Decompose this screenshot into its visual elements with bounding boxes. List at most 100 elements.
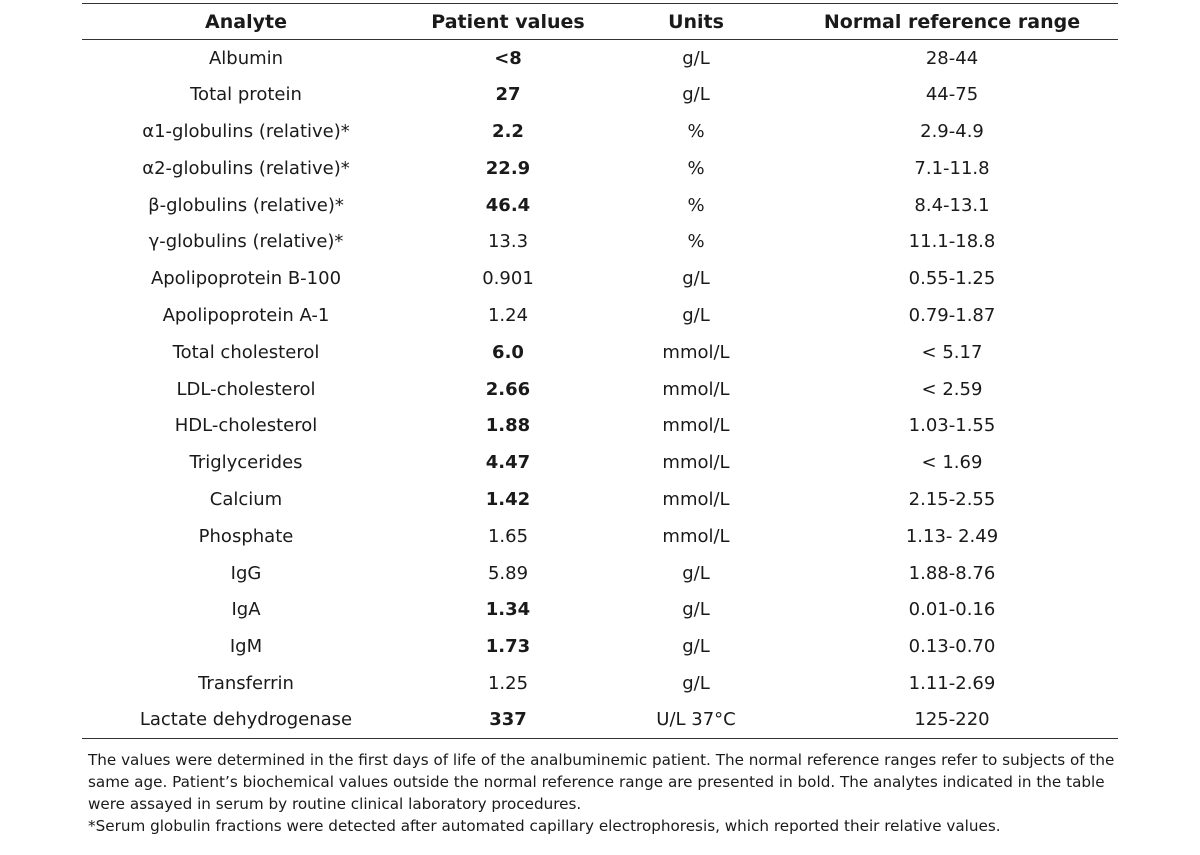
table-row: Triglycerides 4.47 mmol/L < 1.69 (82, 444, 1118, 481)
units-cell: U/L 37°C (606, 701, 786, 740)
units-cell: g/L (682, 562, 710, 584)
units-cell: g/L (682, 47, 710, 69)
units-cell: mmol/L (662, 341, 730, 363)
patient-value-cell: 46.4 (485, 194, 531, 216)
patient-value-cell: 6.0 (492, 341, 524, 363)
patient-value-cell: 13.3 (487, 231, 529, 253)
reference-range-cell: 1.88-8.76 (908, 562, 996, 584)
analyte-cell: Triglycerides (189, 452, 303, 474)
reference-range-cell: 1.13- 2.49 (905, 525, 999, 547)
patient-value-cell: 1.25 (487, 672, 529, 694)
patient-value-cell: 1.73 (485, 636, 531, 658)
analyte-cell: HDL-cholesterol (174, 415, 318, 437)
patient-value-cell: 22.9 (485, 157, 531, 179)
header-analyte: Analyte (82, 3, 410, 40)
patient-value-cell: 1.24 (487, 304, 529, 326)
analyte-cell: Transferrin (198, 672, 294, 694)
table-row: Calcium 1.42 mmol/L 2.15-2.55 (82, 481, 1118, 518)
table-row: Transferrin 1.25 g/L 1.11-2.69 (82, 665, 1118, 702)
lab-results-table: Analyte Patient values Units Normal refe… (82, 3, 1118, 740)
patient-value-cell: 337 (410, 701, 606, 740)
reference-range-cell: 28-44 (925, 47, 979, 69)
reference-range-cell: 8.4-13.1 (914, 194, 990, 216)
reference-range-cell: 44-75 (925, 84, 979, 106)
patient-value-cell: 1.42 (485, 488, 531, 510)
table-row: α2-globulins (relative)* 22.9% 7.1-11.8 (82, 150, 1118, 187)
reference-range-cell: 0.01-0.16 (908, 599, 996, 621)
table-row: Lactate dehydrogenase 337 U/L 37°C 125-220 (82, 701, 1118, 740)
header-units: Units (606, 3, 786, 40)
analyte-cell: Phosphate (198, 525, 294, 547)
units-cell: % (687, 194, 705, 216)
table-row: α1-globulins (relative)* 2.2% 2.9-4.9 (82, 113, 1118, 150)
analyte-cell: α2-globulins (relative)* (142, 157, 350, 179)
analyte-cell: Apolipoprotein B-100 (150, 268, 342, 290)
analyte-cell: IgM (229, 636, 263, 658)
units-cell: % (687, 231, 705, 253)
table-body: Albumin <8 g/L 28-44 Total protein 27 g/L 44-75… (82, 40, 1118, 740)
patient-value-cell: 0.901 (482, 268, 534, 290)
units-cell: g/L (682, 599, 710, 621)
table-row: Phosphate 1.65 mmol/L 1.13- 2.49 (82, 518, 1118, 555)
patient-value-cell: 2.66 (485, 378, 531, 400)
analyte-cell: IgG (230, 562, 262, 584)
units-cell: g/L (682, 84, 710, 106)
reference-range-cell: 2.15-2.55 (908, 488, 996, 510)
table-row: γ-globulins (relative)* 13.3% 11.1-18.8 (82, 223, 1118, 260)
table-header-row: Analyte Patient values Units Normal refe… (82, 3, 1118, 40)
reference-range-cell: 0.79-1.87 (908, 304, 996, 326)
reference-range-cell: 0.55-1.25 (908, 268, 996, 290)
footnote-globulins: *Serum globulin fractions were detected … (88, 817, 1001, 835)
analyte-cell: γ-globulins (relative)* (148, 231, 344, 253)
reference-range-cell: < 5.17 (921, 341, 983, 363)
table-row: HDL-cholesterol 1.88 mmol/L 1.03-1.55 (82, 407, 1118, 444)
units-cell: mmol/L (662, 488, 730, 510)
analyte-cell: Albumin (208, 47, 284, 69)
reference-range-cell: < 1.69 (921, 452, 983, 474)
footnote-methods: The values were determined in the first … (88, 751, 1115, 813)
units-cell: % (687, 157, 705, 179)
reference-range-cell: 7.1-11.8 (914, 157, 990, 179)
analyte-cell: Total cholesterol (172, 341, 320, 363)
table-header: Analyte Patient values Units Normal refe… (82, 3, 1118, 40)
table-footnotes: The values were determined in the first … (88, 749, 1128, 837)
lab-results-table-container: Analyte Patient values Units Normal refe… (82, 3, 1118, 740)
table-row: Total protein 27 g/L 44-75 (82, 76, 1118, 113)
units-cell: mmol/L (662, 452, 730, 474)
patient-value-cell: <8 (494, 47, 522, 69)
analyte-cell: IgA (231, 599, 261, 621)
analyte-cell: β-globulins (relative)* (148, 194, 344, 216)
patient-value-cell: 1.34 (485, 599, 531, 621)
units-cell: g/L (682, 268, 710, 290)
header-normal-reference-range: Normal reference range (786, 3, 1118, 40)
patient-value-cell: 1.65 (487, 525, 529, 547)
analyte-cell: LDL-cholesterol (176, 378, 316, 400)
reference-range-cell: 11.1-18.8 (908, 231, 996, 253)
analyte-cell: α1-globulins (relative)* (142, 120, 350, 142)
patient-value-cell: 5.89 (487, 562, 529, 584)
units-cell: mmol/L (662, 415, 730, 437)
patient-value-cell: 1.88 (485, 415, 531, 437)
patient-value-cell: 2.2 (492, 120, 524, 142)
analyte-cell: Total protein (190, 84, 302, 106)
analyte-cell: Apolipoprotein A-1 (162, 304, 330, 326)
patient-value-cell: 4.47 (485, 452, 531, 474)
table-row: IgA 1.34 g/L 0.01-0.16 (82, 591, 1118, 628)
table-row: Apolipoprotein A-1 1.24 g/L 0.79-1.87 (82, 297, 1118, 334)
reference-range-cell: < 2.59 (921, 378, 983, 400)
units-cell: g/L (682, 304, 710, 326)
table-row: Albumin <8 g/L 28-44 (82, 40, 1118, 77)
table-row: Total cholesterol 6.0 mmol/L < 5.17 (82, 334, 1118, 371)
table-row: LDL-cholesterol 2.66 mmol/L < 2.59 (82, 371, 1118, 408)
table-row: IgM 1.73 g/L 0.13-0.70 (82, 628, 1118, 665)
header-patient-values: Patient values (410, 3, 606, 40)
units-cell: g/L (682, 672, 710, 694)
analyte-cell: Lactate dehydrogenase (82, 701, 410, 740)
analyte-cell: Calcium (209, 488, 283, 510)
reference-range-cell: 125-220 (786, 701, 1118, 740)
table-row: IgG 5.89 g/L 1.88-8.76 (82, 555, 1118, 592)
table-row: β-globulins (relative)* 46.4% 8.4-13.1 (82, 187, 1118, 224)
patient-value-cell: 27 (495, 84, 521, 106)
table-row: Apolipoprotein B-100 0.901 g/L 0.55-1.25 (82, 260, 1118, 297)
reference-range-cell: 0.13-0.70 (908, 636, 996, 658)
